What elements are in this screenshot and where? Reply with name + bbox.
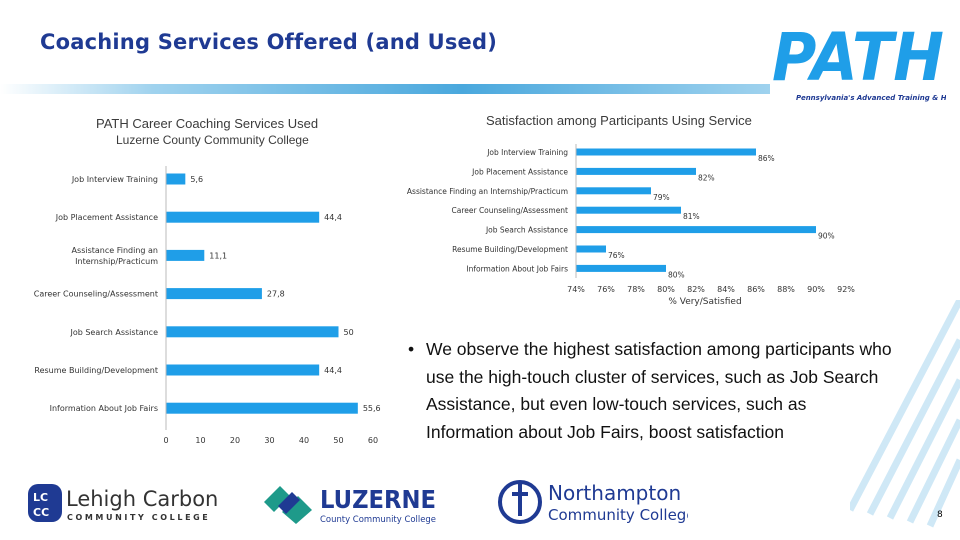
svg-text:CC: CC — [33, 506, 49, 519]
left-value-label: 55,6 — [363, 404, 381, 413]
left-bar — [166, 326, 339, 338]
right-tick-label: 90% — [807, 285, 825, 294]
left-tick-label: 40 — [299, 436, 309, 445]
right-category-label: Career Counseling/Assessment — [452, 206, 569, 215]
luzerne-emblem-icon — [264, 486, 312, 524]
title-underline-bar — [0, 84, 770, 94]
left-tick-label: 50 — [333, 436, 343, 445]
left-tick-label: 30 — [264, 436, 274, 445]
path-logo-graphic: PATH Pennsylvania's Advanced Training & … — [772, 19, 960, 102]
left-bar — [166, 211, 320, 223]
left-bar — [166, 173, 186, 185]
left-bar — [166, 288, 262, 300]
right-value-label: 79% — [653, 193, 670, 202]
left-category-label: Job Search Assistance — [69, 328, 158, 337]
left-tick-label: 10 — [195, 436, 205, 445]
right-tick-label: 82% — [687, 285, 705, 294]
right-chart-title: Satisfaction among Participants Using Se… — [486, 113, 752, 128]
right-bar — [576, 167, 696, 175]
right-bar — [576, 187, 651, 195]
lehigh-carbon-logo: LC CC Lehigh Carbon COMMUNITY COLLEGE — [26, 480, 226, 526]
path-logo-tagline: Pennsylvania's Advanced Training & Hirin… — [796, 94, 946, 102]
northampton-logo: Northampton Community College — [498, 476, 696, 528]
luzerne-logo: LUZERNE County Community College — [262, 480, 442, 526]
right-tick-label: 92% — [837, 285, 855, 294]
left-chart-subtitle: Luzerne County Community College — [116, 133, 309, 147]
right-chart: Job Interview Training 86% Job Placement A… — [407, 144, 855, 307]
northampton-emblem-icon — [498, 480, 542, 524]
right-tick-label: 88% — [777, 285, 795, 294]
left-category-label: Internship/Practicum — [75, 257, 158, 266]
right-tick-label: 86% — [747, 285, 765, 294]
luzerne-name: LUZERNE — [320, 485, 436, 514]
left-chart-title: PATH Career Coaching Services Used — [96, 116, 319, 131]
left-bar — [166, 249, 205, 261]
right-category-label: Job Search Assistance — [485, 226, 568, 235]
lccc-name: Lehigh Carbon — [66, 487, 218, 511]
right-category-label: Information About Job Fairs — [466, 264, 568, 273]
right-tick-label: 80% — [657, 285, 675, 294]
right-bar — [576, 245, 606, 253]
left-value-label: 50 — [344, 328, 354, 337]
slide-title: Coaching Services Offered (and Used) — [40, 30, 498, 54]
right-category-label: Assistance Finding an Internship/Practic… — [407, 187, 568, 196]
right-category-label: Job Placement Assistance — [471, 167, 568, 176]
left-tick-label: 20 — [230, 436, 240, 445]
right-value-label: 80% — [668, 270, 685, 279]
bullet-list: • We observe the highest satisfaction am… — [408, 336, 898, 446]
right-bar — [576, 148, 756, 156]
right-tick-label: 78% — [627, 285, 645, 294]
left-value-label: 11,1 — [209, 251, 227, 260]
right-value-label: 76% — [608, 251, 625, 260]
northampton-subname: Community College — [548, 506, 688, 524]
right-bar — [576, 264, 666, 272]
page-number: 8 — [937, 510, 943, 520]
right-value-label: 82% — [698, 173, 715, 182]
right-category-label: Resume Building/Development — [452, 245, 568, 254]
left-value-label: 44,4 — [324, 213, 342, 222]
path-logo-text: PATH — [772, 19, 944, 96]
right-value-label: 86% — [758, 154, 775, 163]
left-value-label: 44,4 — [324, 366, 342, 375]
left-tick-label: 0 — [163, 436, 168, 445]
left-category-label: Job Interview Training — [71, 175, 158, 184]
left-bar — [166, 364, 320, 376]
right-tick-label: 84% — [717, 285, 735, 294]
left-category-label: Information About Job Fairs — [50, 404, 158, 413]
lccc-subname: COMMUNITY COLLEGE — [67, 513, 210, 522]
path-logo: PATH Pennsylvania's Advanced Training & … — [766, 18, 960, 106]
lccc-badge-icon: LC CC Lehigh Carbon COMMUNITY COLLEGE — [28, 484, 218, 522]
right-bar — [576, 226, 816, 234]
left-category-label: Assistance Finding an — [72, 246, 158, 255]
right-value-label: 90% — [818, 232, 835, 241]
luzerne-subname: County Community College — [320, 515, 436, 525]
left-bar — [166, 402, 358, 414]
svg-text:LC: LC — [33, 491, 48, 504]
right-value-label: 81% — [683, 212, 700, 221]
bullet-dot: • — [408, 339, 415, 359]
left-chart: Job Interview Training 5,6 Job Placement A… — [34, 166, 381, 445]
left-value-label: 27,8 — [267, 290, 285, 299]
decorative-stripes — [850, 300, 960, 528]
left-value-label: 5,6 — [190, 175, 203, 184]
northampton-name: Northampton — [548, 481, 681, 505]
right-x-axis-label: % Very/Satisfied — [668, 297, 741, 307]
left-category-label: Resume Building/Development — [34, 366, 158, 375]
right-bar — [576, 206, 681, 214]
left-category-label: Job Placement Assistance — [55, 213, 158, 222]
right-tick-label: 74% — [567, 285, 585, 294]
right-tick-label: 76% — [597, 285, 615, 294]
right-category-label: Job Interview Training — [486, 148, 568, 157]
left-category-label: Career Counseling/Assessment — [34, 290, 158, 299]
bullet-text: We observe the highest satisfaction amon… — [426, 339, 892, 442]
left-tick-label: 60 — [368, 436, 378, 445]
